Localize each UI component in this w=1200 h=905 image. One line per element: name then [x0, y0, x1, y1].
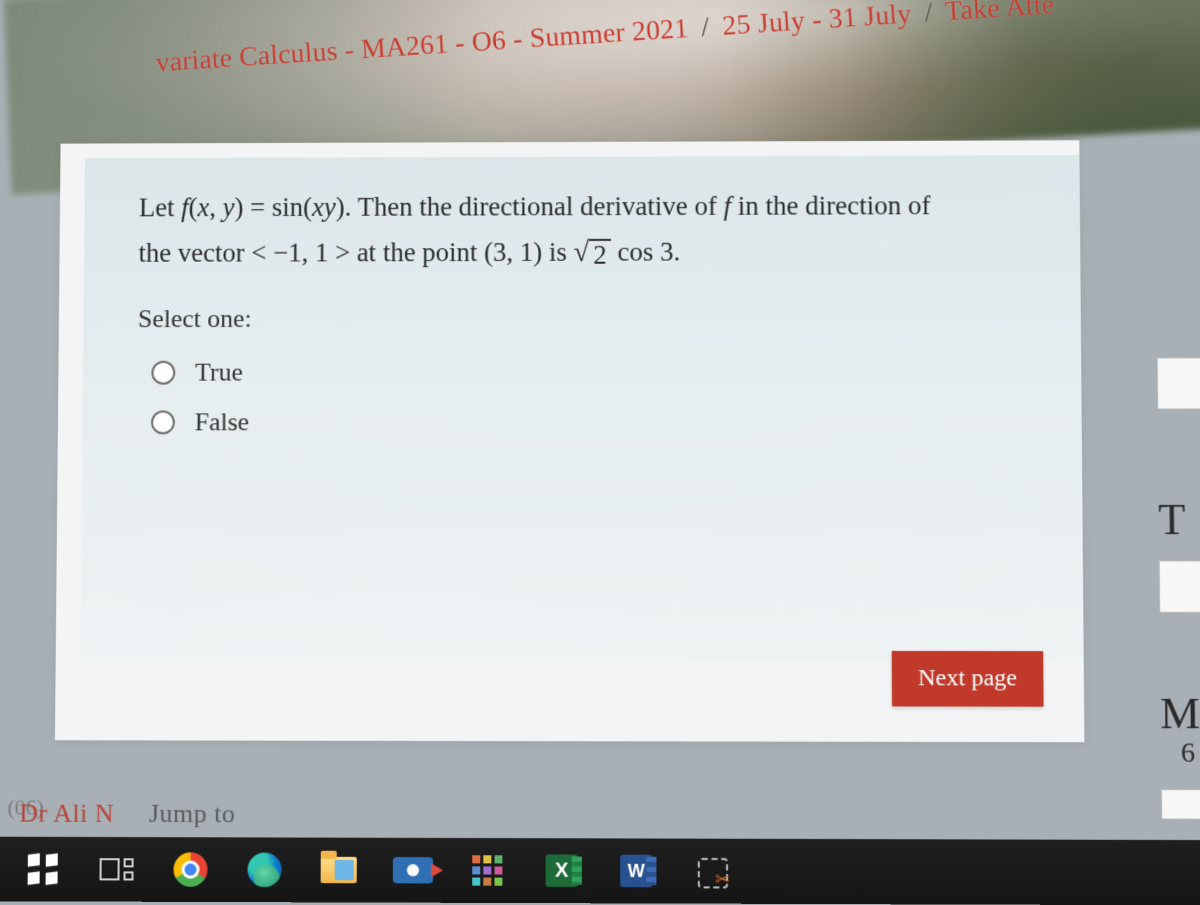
radicand: 2: [589, 239, 610, 271]
option-false-label: False: [195, 407, 250, 437]
word-icon: [620, 855, 652, 888]
behind-name: Dr Ali N: [19, 798, 114, 827]
windows-taskbar: [0, 837, 1200, 905]
taskbar-apps-grid[interactable]: [455, 838, 519, 903]
peek-letter-M: M: [1160, 692, 1200, 737]
select-one-label: Select one:: [138, 302, 1041, 333]
q-e: ,: [209, 192, 223, 222]
peek-box-2: [1159, 560, 1200, 613]
peek-box-3: [1161, 789, 1200, 820]
next-page-button[interactable]: Next page: [892, 651, 1044, 707]
snip-icon: [696, 856, 726, 887]
surd-symbol: √: [574, 239, 590, 267]
question-text: Let f(x, y) = sin(xy). Then the directio…: [138, 183, 1040, 276]
q-j: f: [724, 191, 732, 221]
radio-false[interactable]: [151, 410, 175, 434]
taskbar-word[interactable]: [604, 838, 669, 903]
page-body: Let f(x, y) = sin(xy). Then the directio…: [55, 140, 1084, 742]
taskbar-edge[interactable]: [232, 837, 296, 902]
task-view-button[interactable]: [84, 837, 148, 902]
excel-icon: [546, 854, 578, 887]
taskbar-camera[interactable]: [381, 838, 445, 903]
camera-icon: [393, 857, 433, 883]
q2-a: the vector: [138, 238, 251, 268]
q2-b: < −1, 1 >: [251, 237, 350, 267]
taskbar-snip[interactable]: [679, 839, 744, 904]
edge-icon: [247, 853, 281, 887]
peek-letter-T: T: [1158, 498, 1200, 542]
option-true-label: True: [195, 357, 243, 387]
q2-d: cos 3.: [611, 237, 681, 267]
q-h: xy: [312, 192, 336, 222]
answer-options: True False: [137, 346, 1042, 447]
sqrt: √2: [574, 239, 611, 271]
chrome-icon: [173, 852, 207, 886]
task-view-icon: [99, 856, 133, 882]
taskbar-file-explorer[interactable]: [306, 838, 370, 903]
taskbar-excel[interactable]: [530, 838, 594, 903]
q-a: Let: [139, 193, 181, 223]
q-f: y: [223, 192, 235, 222]
behind-jump: Jump to: [149, 799, 236, 828]
q-i: ). Then the directional derivative of: [336, 191, 724, 222]
start-button[interactable]: [10, 837, 74, 902]
folder-icon: [321, 857, 357, 883]
breadcrumb-sep-1: /: [695, 12, 717, 44]
radio-true[interactable]: [151, 361, 175, 385]
q-k: in the direction of: [731, 190, 930, 220]
q-d: x: [197, 192, 209, 222]
peek-box-1: [1157, 357, 1200, 409]
breadcrumb-sep-2: /: [918, 0, 940, 29]
taskbar-chrome[interactable]: [158, 837, 222, 902]
behind-text: Dr Ali N Jump to: [19, 798, 235, 829]
option-false[interactable]: False: [137, 396, 1042, 447]
q2-c: at the point (3, 1) is: [350, 237, 574, 267]
right-sidebar-peek: T M 6: [1096, 299, 1200, 823]
q-g: ) = sin(: [234, 192, 312, 222]
question-card: Let f(x, y) = sin(xy). Then the directio…: [81, 155, 1084, 661]
windows-icon: [28, 854, 58, 884]
peek-6: 6: [1181, 736, 1200, 770]
apps-grid-icon: [472, 855, 502, 885]
option-true[interactable]: True: [137, 346, 1041, 397]
